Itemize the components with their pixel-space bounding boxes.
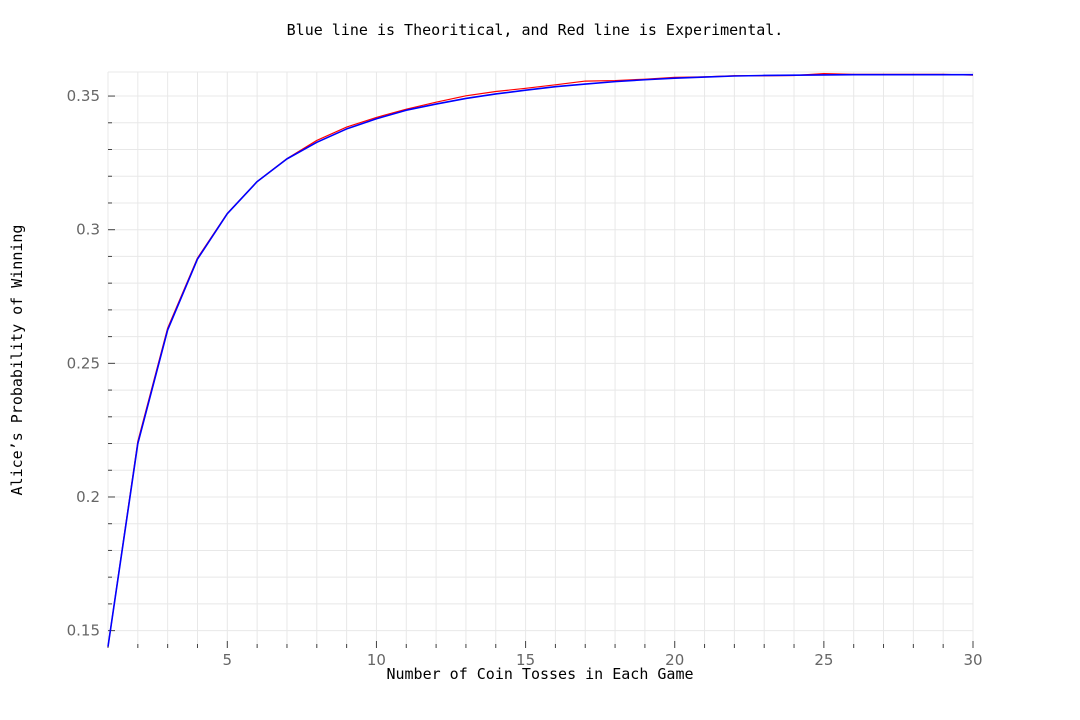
y-tick-label: 0.35 [67,87,100,105]
chart-title: Blue line is Theoritical, and Red line i… [287,21,784,39]
series-line-blue [107,73,973,647]
y-tick-label: 0.25 [67,354,100,372]
y-axis-label: Alice’s Probability of Winning [8,225,26,496]
x-tick-label: 25 [814,651,833,669]
y-tick-label: 0.3 [76,221,100,239]
series-lines [107,72,974,647]
grid [107,71,974,648]
x-tick-label: 10 [367,651,386,669]
x-axis-label: Number of Coin Tosses in Each Game [386,665,693,683]
axes [107,95,974,648]
tick-labels: 5 10 15 20 25 30 0.15 0.2 0.25 0.3 0.35 [67,87,983,669]
y-tick-label: 0.2 [76,488,100,506]
x-tick-label: 15 [516,651,535,669]
x-tick-label: 20 [665,651,684,669]
x-tick-label: 5 [223,651,233,669]
x-tick-label: 30 [963,651,982,669]
y-tick-label: 0.15 [67,622,100,640]
